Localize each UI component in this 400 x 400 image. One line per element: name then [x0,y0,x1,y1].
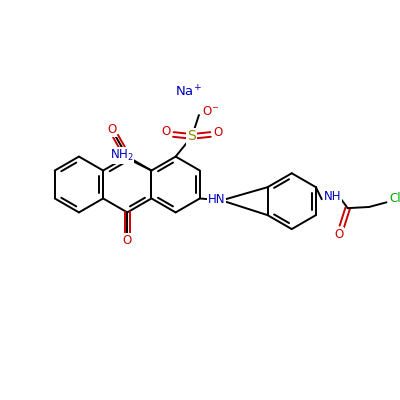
Text: NH$_2$: NH$_2$ [110,148,134,163]
Text: HN: HN [208,193,225,206]
Text: O$^{-}$: O$^{-}$ [202,106,219,118]
Text: Cl: Cl [389,192,400,205]
Text: S: S [188,130,196,144]
Text: Na$^{+}$: Na$^{+}$ [175,84,202,100]
Text: O: O [161,125,170,138]
Text: O: O [213,126,222,139]
Text: NH: NH [324,190,341,203]
Text: O: O [123,234,132,247]
Text: O: O [107,123,116,136]
Text: O: O [334,228,343,241]
